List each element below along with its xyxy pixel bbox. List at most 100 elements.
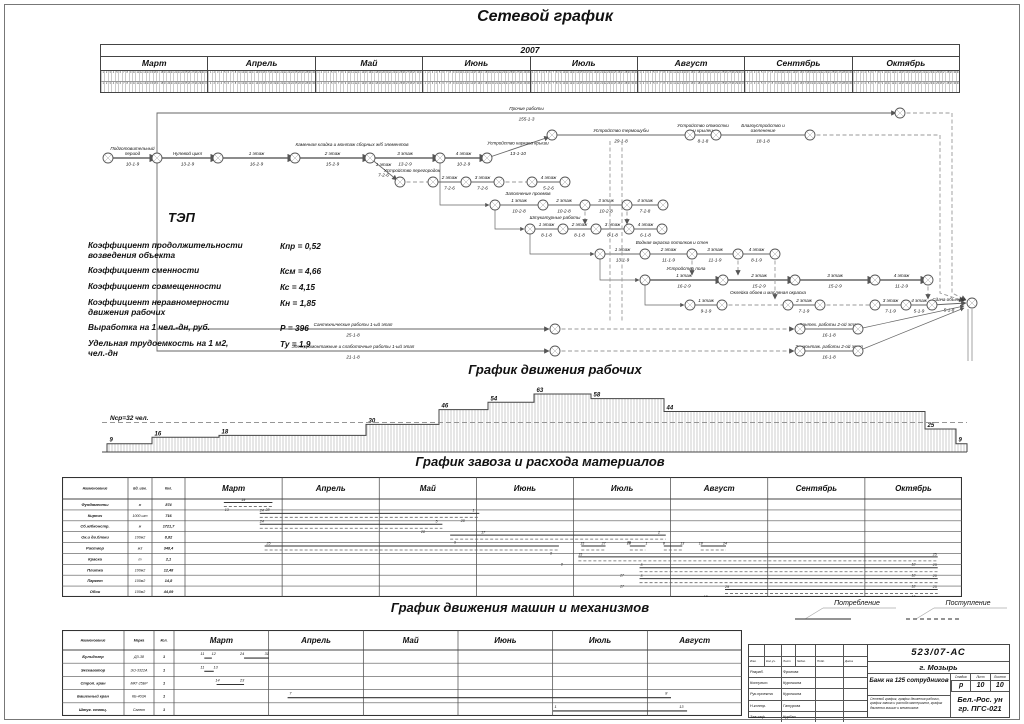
- calendar-month-days: 1234567891011121314151617181920212223242…: [851, 71, 959, 92]
- page-title: Сетевой график: [477, 8, 613, 25]
- calendar-strip: 2007 Март Апрель Май Июнь Июль Август Сентябрь…: [100, 44, 960, 93]
- svg-text:4 этаж: 4 этаж: [894, 273, 910, 278]
- svg-text:44: 44: [666, 405, 674, 411]
- svg-text:МКГ-25БР: МКГ-25БР: [131, 682, 149, 686]
- svg-text:20: 20: [932, 574, 937, 578]
- svg-text:Август: Август: [678, 636, 710, 645]
- calendar-month-label: Май: [314, 57, 422, 70]
- svg-text:1: 1: [645, 541, 647, 545]
- svg-text:25-1-8: 25-1-8: [345, 333, 360, 338]
- svg-text:Устройство термошубы: Устройство термошубы: [593, 127, 649, 133]
- svg-text:Фундаменты: Фундаменты: [81, 502, 109, 507]
- tep-heading: ТЭП: [168, 210, 195, 225]
- svg-text:10-2-8: 10-2-8: [557, 209, 571, 214]
- signature-header-row: Изм. Кол.уч. Лист №док. Подп. Дата: [749, 656, 867, 666]
- svg-text:Апрель: Апрель: [300, 636, 331, 645]
- svg-text:Сантехнические работы 1-ый эта: Сантехнические работы 1-ый этап: [314, 321, 393, 327]
- svg-text:м3: м3: [138, 547, 142, 551]
- calendar-month-days: 1234567891011121314151617181920212223242…: [422, 71, 530, 92]
- title-block-cell: №док.: [795, 657, 815, 666]
- svg-text:21-1-8: 21-1-8: [345, 355, 360, 360]
- title-block-cell: Дата: [843, 657, 867, 666]
- svg-text:3: 3: [640, 574, 642, 578]
- title-block: Изм. Кол.уч. Лист №док. Подп. Дата Разраб. Фрол…: [748, 644, 1010, 722]
- svg-text:Раствор: Раствор: [86, 546, 104, 551]
- svg-text:24: 24: [259, 509, 264, 513]
- svg-text:4 этаж: 4 этаж: [911, 298, 927, 303]
- title-block-cell: [843, 700, 867, 711]
- svg-text:100м2: 100м2: [135, 568, 145, 572]
- svg-text:3 этаж: 3 этаж: [397, 151, 413, 156]
- svg-text:Май: Май: [420, 484, 436, 493]
- machines-gantt-table: Март Апрель Май Июнь Июль Август Наименование М…: [62, 630, 742, 716]
- svg-text:Ок.и дв.блоки: Ок.и дв.блоки: [81, 535, 109, 540]
- svg-text:2 этаж: 2 этаж: [571, 222, 588, 227]
- svg-text:1 этаж: 1 этаж: [539, 222, 555, 227]
- title-block-cell: Гатурова: [781, 700, 815, 711]
- svg-text:Март: Март: [210, 636, 233, 645]
- title-block-cell: Консульт.: [750, 681, 769, 686]
- signature-row: Н.контр. Гатурова: [749, 699, 867, 711]
- svg-text:17: 17: [481, 531, 486, 535]
- svg-text:4 этаж: 4 этаж: [541, 175, 557, 180]
- tep-item: Выработка на 1 чел.-дн, руб. Р = 396: [88, 322, 373, 333]
- svg-text:11-1-9: 11-1-9: [662, 258, 675, 263]
- svg-text:8: 8: [663, 541, 665, 545]
- svg-text:Ед. изм.: Ед. изм.: [133, 487, 147, 491]
- tep-item-label: Выработка на 1 чел.-дн, руб.: [88, 322, 210, 333]
- title-block-cell: Курочкина: [781, 689, 815, 700]
- title-block-cell: [815, 711, 843, 722]
- signature-row: Рук.проекта Курочкина: [749, 688, 867, 700]
- title-block-cell: Н.контр.: [750, 703, 767, 708]
- title-block-cell: [843, 667, 867, 678]
- svg-text:155-1-3: 155-1-3: [519, 117, 535, 122]
- svg-text:3 этаж: 3 этаж: [475, 175, 491, 180]
- svg-text:54: 54: [491, 396, 498, 402]
- stage-value-cell: р: [951, 680, 971, 691]
- title-block-cell: [843, 689, 867, 700]
- svg-text:10-1-9: 10-1-9: [126, 162, 140, 167]
- svg-text:8-1-9: 8-1-9: [751, 258, 762, 263]
- svg-text:100м2: 100м2: [135, 579, 145, 583]
- svg-text:29-1-8: 29-1-8: [613, 139, 628, 144]
- calendar-month-label: Август: [636, 57, 744, 70]
- svg-text:Кол.: Кол.: [165, 487, 172, 491]
- svg-text:м: м: [139, 525, 142, 529]
- svg-text:7: 7: [289, 692, 292, 696]
- stage-value-cell: 10: [970, 680, 990, 691]
- svg-text:Каменная кладка и монтаж сборн: Каменная кладка и монтаж сборных ж/б эле…: [296, 142, 410, 147]
- svg-text:18: 18: [699, 541, 703, 545]
- svg-text:16-1-8: 16-1-8: [822, 355, 836, 360]
- title-block-right: 523/07-АС г. Мозырь Банк на 125 сотрудни…: [868, 645, 1009, 717]
- tep-item: Коэффициент продолжительности возведения …: [88, 240, 373, 260]
- svg-text:13-1-10: 13-1-10: [510, 151, 526, 156]
- svg-text:8-1-8: 8-1-8: [541, 233, 552, 238]
- workers-chart-title: График движения рабочих: [468, 362, 642, 377]
- calendar-year: 2007: [101, 45, 959, 57]
- svg-text:8,82: 8,82: [165, 536, 173, 540]
- svg-text:2: 2: [657, 531, 660, 535]
- svg-text:Строп. кран: Строп. кран: [80, 681, 106, 686]
- svg-text:7-1-9: 7-1-9: [885, 309, 896, 314]
- svg-text:13-2-9: 13-2-9: [181, 162, 195, 167]
- svg-text:12: 12: [911, 595, 915, 597]
- svg-text:11-2-9: 11-2-9: [895, 284, 908, 289]
- title-block-cell: [815, 678, 843, 689]
- svg-text:Сб.ж/бконстр.: Сб.ж/бконстр.: [80, 524, 109, 529]
- svg-text:Салют: Салют: [133, 708, 145, 712]
- svg-text:10-2-8: 10-2-8: [599, 209, 613, 214]
- svg-text:7-2-6: 7-2-6: [477, 186, 488, 191]
- svg-text:4 этаж: 4 этаж: [637, 198, 653, 203]
- svg-text:8-1-8: 8-1-8: [574, 233, 585, 238]
- svg-text:7-1-9: 7-1-9: [799, 309, 810, 314]
- svg-text:Прочие работы: Прочие работы: [509, 106, 544, 111]
- svg-text:13: 13: [680, 541, 684, 545]
- svg-text:Электромонтажные и слаботочные: Электромонтажные и слаботочные работы 1-…: [292, 343, 415, 349]
- svg-text:3: 3: [640, 563, 642, 567]
- svg-text:7-2-8: 7-2-8: [640, 209, 651, 214]
- svg-text:2,1: 2,1: [165, 557, 171, 561]
- svg-text:1 этаж: 1 этаж: [615, 247, 631, 252]
- svg-text:КБ-403А: КБ-403А: [132, 695, 147, 699]
- svg-text:15: 15: [580, 541, 584, 545]
